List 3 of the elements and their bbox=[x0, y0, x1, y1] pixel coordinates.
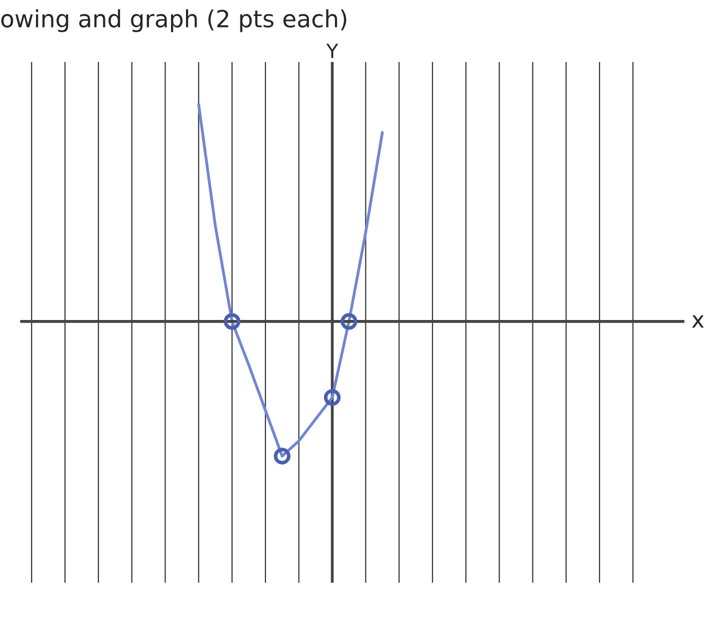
text: Y bbox=[326, 44, 338, 58]
chart-title: owing and graph (2 pts each) bbox=[1, 9, 346, 32]
text: x bbox=[692, 315, 704, 328]
